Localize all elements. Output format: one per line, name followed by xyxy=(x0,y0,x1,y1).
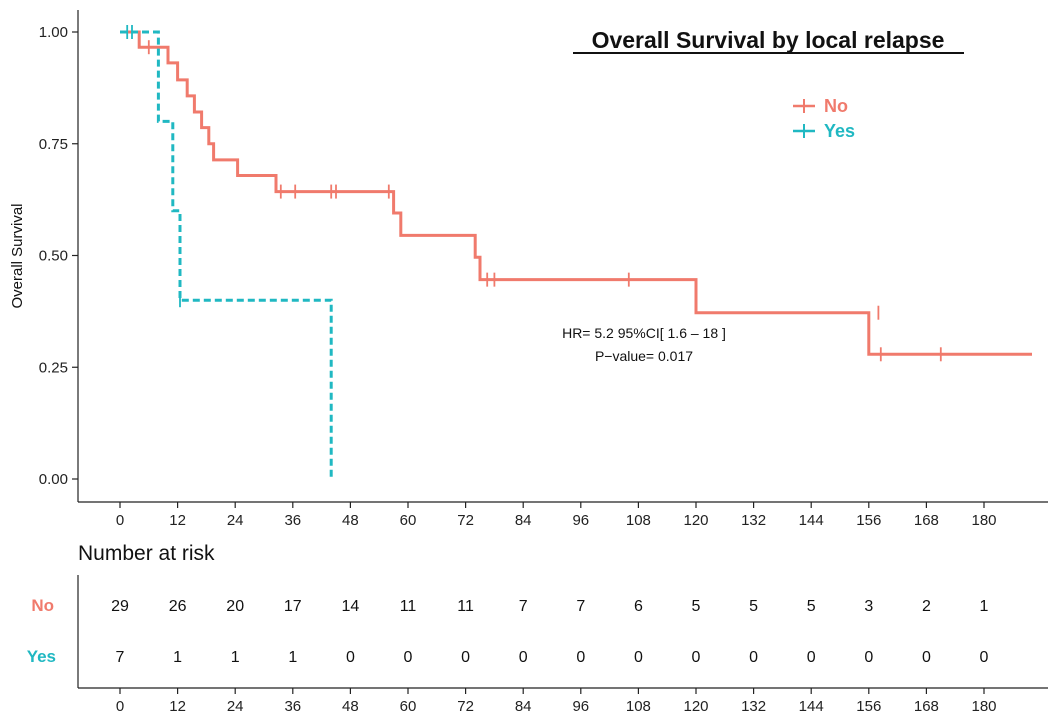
risk-count-no: 20 xyxy=(226,598,244,615)
y-tick-label: 0.50 xyxy=(39,248,68,265)
risk-count-no: 1 xyxy=(980,598,989,615)
risk-count-yes: 0 xyxy=(634,649,643,666)
risk-x-tick-label: 96 xyxy=(572,698,589,715)
risk-x-tick-label: 120 xyxy=(683,698,708,715)
risk-x-tick-label: 12 xyxy=(169,698,186,715)
x-tick-label: 96 xyxy=(572,512,589,529)
risk-count-yes: 1 xyxy=(288,649,297,666)
risk-count-yes: 0 xyxy=(692,649,701,666)
x-tick-label: 72 xyxy=(457,512,474,529)
risk-count-yes: 0 xyxy=(749,649,758,666)
risk-count-no: 11 xyxy=(400,598,417,615)
risk-x-tick-label: 168 xyxy=(914,698,939,715)
risk-count-no: 5 xyxy=(692,598,701,615)
risk-x-tick-label: 48 xyxy=(342,698,359,715)
risk-count-yes: 0 xyxy=(980,649,989,666)
risk-count-no: 5 xyxy=(749,598,758,615)
risk-count-yes: 0 xyxy=(864,649,873,666)
risk-count-no: 26 xyxy=(169,598,187,615)
risk-count-no: 11 xyxy=(457,598,474,615)
risk-x-tick-label: 24 xyxy=(227,698,244,715)
risk-x-tick-label: 108 xyxy=(626,698,651,715)
risk-count-yes: 0 xyxy=(922,649,931,666)
risk-count-no: 14 xyxy=(342,598,360,615)
x-tick-label: 108 xyxy=(626,512,651,529)
risk-group-yes-label: Yes xyxy=(27,647,56,666)
risk-count-no: 5 xyxy=(807,598,816,615)
series-layer xyxy=(120,25,1032,479)
risk-x-tick-label: 84 xyxy=(515,698,532,715)
x-tick-label: 12 xyxy=(169,512,186,529)
risk-table-title: Number at risk xyxy=(78,542,215,565)
legend-no-label: No xyxy=(824,96,848,116)
risk-count-no: 7 xyxy=(576,598,585,615)
legend: No Yes xyxy=(793,96,855,141)
risk-table-numbers: 29 26 20 17 14 11 11 7 7 6 5 5 5 3 2 17 1 1 1 0 0 0 0 0 0 0 0 0 0 0 0 xyxy=(111,598,988,666)
y-tick-label: 0.00 xyxy=(39,471,68,488)
x-tick-label: 132 xyxy=(741,512,766,529)
risk-count-yes: 0 xyxy=(576,649,585,666)
risk-x-tick-label: 72 xyxy=(457,698,474,715)
x-tick-label: 24 xyxy=(227,512,244,529)
x-tick-label: 0 xyxy=(116,512,124,529)
y-axis-label: Overall Survival xyxy=(9,203,26,308)
risk-table-x-ticks: 0 12 24 36 48 60 72 84 96 108 120 132 144 156 168 180 xyxy=(116,688,997,715)
risk-count-no: 29 xyxy=(111,598,129,615)
risk-count-no: 7 xyxy=(519,598,528,615)
risk-count-yes: 1 xyxy=(231,649,240,666)
x-tick-label: 144 xyxy=(799,512,824,529)
x-tick-label: 120 xyxy=(683,512,708,529)
legend-yes-label: Yes xyxy=(824,121,855,141)
risk-count-no: 17 xyxy=(284,598,302,615)
series-no-curve xyxy=(120,30,1032,356)
risk-count-yes: 0 xyxy=(807,649,816,666)
x-tick-label: 36 xyxy=(284,512,301,529)
risk-x-tick-label: 144 xyxy=(799,698,824,715)
chart-title: Overall Survival by local relapse xyxy=(592,27,945,53)
y-axis-ticks: 0.00 0.25 0.50 0.75 1.00 xyxy=(39,24,78,488)
risk-count-yes: 0 xyxy=(519,649,528,666)
y-tick-label: 0.75 xyxy=(39,136,68,153)
y-tick-label: 0.25 xyxy=(39,359,68,376)
x-tick-label: 60 xyxy=(400,512,417,529)
risk-x-tick-label: 132 xyxy=(741,698,766,715)
x-tick-label: 156 xyxy=(856,512,881,529)
risk-count-yes: 0 xyxy=(404,649,413,666)
risk-count-no: 3 xyxy=(864,598,873,615)
risk-x-tick-label: 0 xyxy=(116,698,124,715)
p-value-annotation: P−value= 0.017 xyxy=(595,348,693,364)
x-axis-ticks: 0 12 24 36 48 60 72 84 96 108 120 132 144 156 168 180 xyxy=(116,502,997,529)
risk-count-yes: 7 xyxy=(116,649,125,666)
x-tick-label: 48 xyxy=(342,512,359,529)
x-tick-label: 168 xyxy=(914,512,939,529)
risk-count-yes: 0 xyxy=(346,649,355,666)
y-tick-label: 1.00 xyxy=(39,24,68,41)
risk-count-yes: 0 xyxy=(461,649,470,666)
risk-x-tick-label: 36 xyxy=(284,698,301,715)
x-tick-label: 180 xyxy=(971,512,996,529)
risk-group-no-label: No xyxy=(31,596,54,615)
risk-count-yes: 1 xyxy=(173,649,182,666)
risk-x-tick-label: 60 xyxy=(400,698,417,715)
risk-count-no: 6 xyxy=(634,598,643,615)
risk-x-tick-label: 156 xyxy=(856,698,881,715)
hazard-ratio-annotation: HR= 5.2 95%CI[ 1.6 – 18 ] xyxy=(562,325,726,341)
risk-count-no: 2 xyxy=(922,598,931,615)
risk-x-tick-label: 180 xyxy=(971,698,996,715)
series-yes-curve xyxy=(120,30,333,479)
x-tick-label: 84 xyxy=(515,512,532,529)
